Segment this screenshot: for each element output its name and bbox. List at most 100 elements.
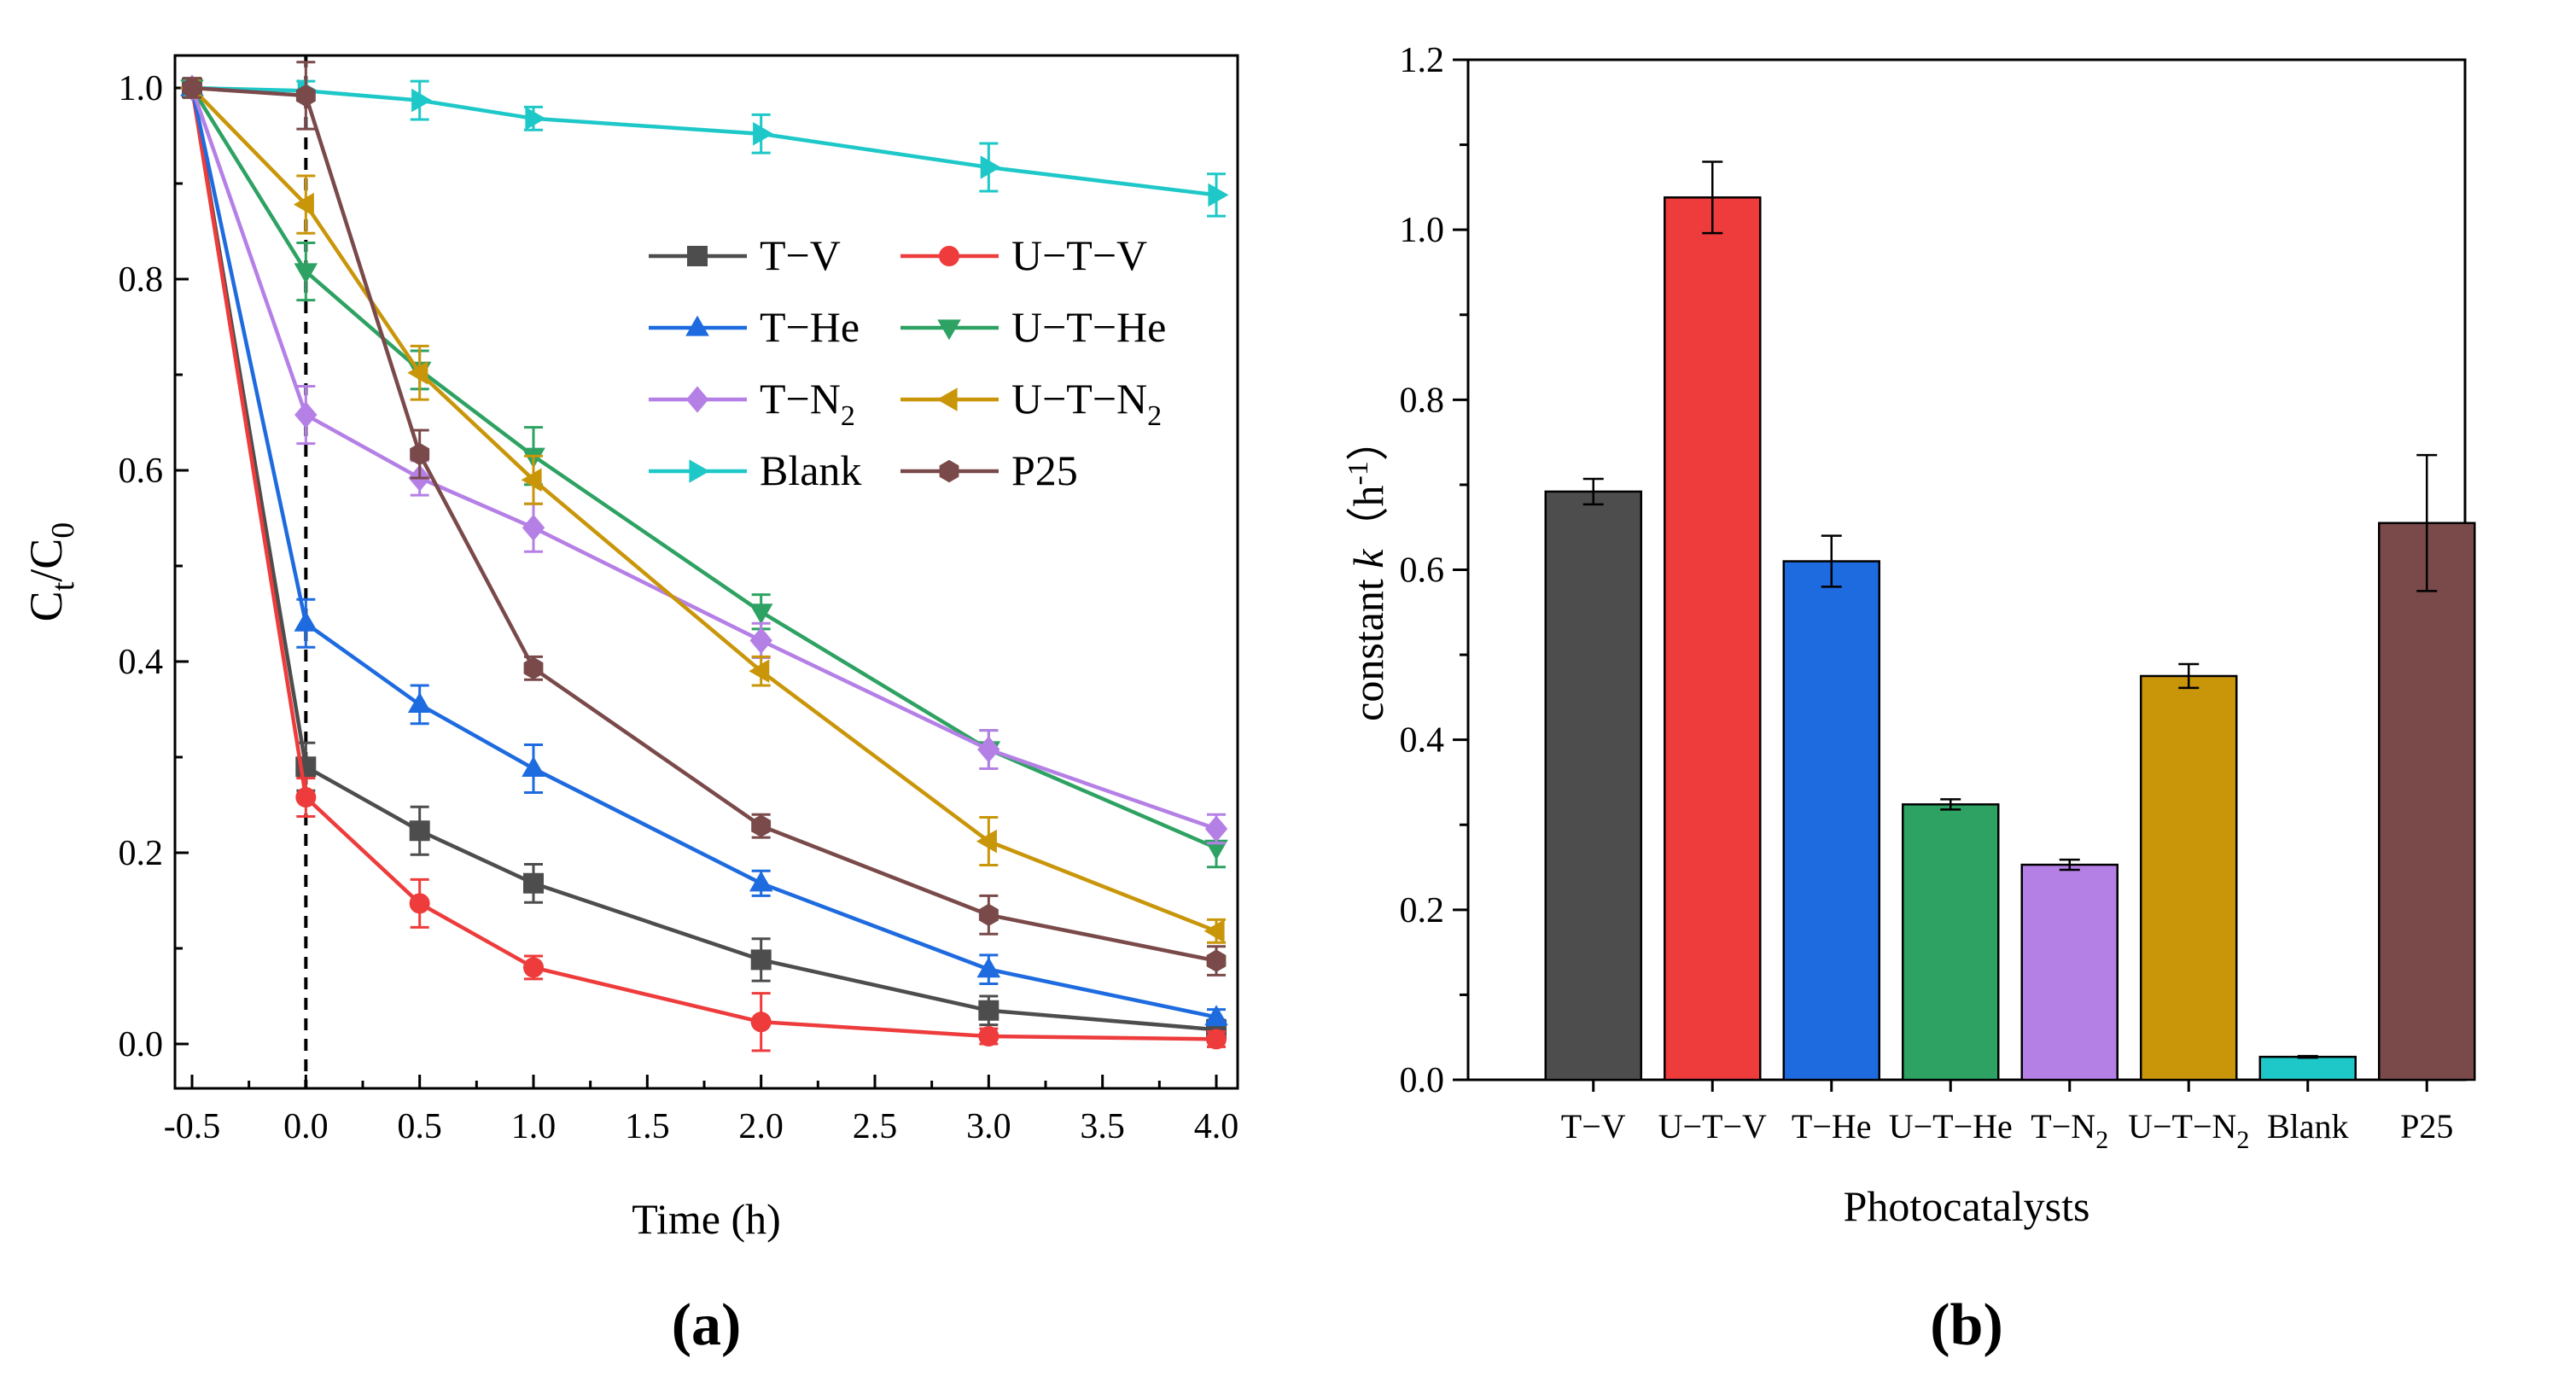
legend-marker [937,319,961,341]
x-tick-label: 2.5 [853,1107,898,1146]
data-point [1206,1029,1227,1050]
bar-group [1664,160,1762,1082]
data-point [411,88,433,113]
legend-item: U−T−V [900,231,1147,279]
legend-label: Blank [760,446,861,494]
bar [2378,522,2476,1082]
x-tick-label: 0.0 [283,1107,329,1146]
bar-group [1782,534,1880,1082]
legend-label-text: U−T−N [1011,375,1147,423]
data-point [977,736,1000,763]
line-chart-a: -0.5 0.0 0.5 1.0 1.5 2.0 2.5 3.0 3.5 4.0 0.0 0.2 0.4… [20,54,1239,1358]
x-tick-label: 1.0 [511,1107,557,1146]
data-point [976,957,1001,978]
y-axis-label-part: constant [1344,568,1392,721]
legend-label: P25 [1011,446,1078,494]
legend-item: P25 [900,446,1078,494]
data-point [293,192,314,217]
bar [2140,674,2238,1082]
y-tick-label: 0.8 [119,260,164,300]
x-category-label: U−T−N2 [2128,1107,2249,1154]
data-point [294,263,318,284]
data-point [749,627,772,654]
data-point [1204,815,1228,843]
y-tick-label: 0.4 [119,643,164,682]
series-line [191,85,1217,197]
data-point [522,514,545,541]
legend-item: T−N2 [649,375,855,432]
data-point [1204,839,1228,860]
bar-group [2258,1054,2357,1082]
x-category-label: U−T−He [1889,1107,2013,1146]
bar-group [2020,858,2118,1082]
data-point [978,1026,1000,1047]
x-category-label-text: U−T−He [1889,1107,2013,1146]
data-point [980,155,1001,179]
data-point [749,659,770,683]
x-tick-label: 4.0 [1194,1107,1239,1146]
data-point [1206,949,1227,972]
data-point [978,903,999,926]
series-line [190,86,1217,933]
x-category-label-text: U−T−N [2128,1107,2236,1146]
data-point [294,610,318,632]
x-category-label: T−He [1792,1107,1872,1146]
x-tick-label: 0.5 [397,1107,442,1146]
legend-label: U−T−N2 [1011,375,1162,432]
data-point [295,787,317,808]
x-axis-label: Photocatalysts [1844,1182,2090,1230]
bar [2258,1055,2357,1082]
data-point [751,814,772,837]
data-point [522,756,545,777]
y-tick-label: 0.2 [1400,891,1445,930]
y-axis-label-part: C [20,591,72,621]
x-category-label-text: T−N [2031,1107,2095,1146]
y-tick-label: 1.0 [1400,211,1445,250]
data-point [182,76,202,100]
bar-group [1902,798,2000,1082]
legend-item: T−V [649,231,841,279]
legend-item: Blank [649,446,861,494]
legend-marker [939,459,959,483]
data-point [410,442,430,466]
y-tick-label: 0.0 [1400,1061,1445,1100]
data-point [407,692,432,713]
y-axis-label-italic: k [1344,549,1392,568]
series-U−T−N [179,76,1226,944]
data-point [409,820,430,842]
x-category-label: T−V [1561,1107,1626,1146]
legend-label-text: Blank [760,446,861,494]
bar [1902,803,2000,1082]
legend-label: U−T−V [1011,231,1147,279]
y-tick-label: 0.8 [1400,381,1445,420]
data-point [295,84,316,108]
data-point [525,107,546,131]
series-Blank [183,76,1229,218]
legend-label: T−N2 [760,375,855,432]
data-point [523,957,544,978]
y-axis-label-part: ） [1344,418,1392,461]
data-point [409,893,430,914]
data-point [976,829,997,854]
data-point [521,468,542,492]
legend-label-text: T−V [760,231,841,279]
y-axis-label-superscript: -1 [1343,461,1374,485]
y-axis-label: Ct/C0 [20,522,81,622]
bar [1544,490,1642,1082]
x-category-label-text: U−T−V [1658,1107,1767,1146]
y-axis-label-subscript: 0 [45,522,81,539]
legend-item: U−T−He [900,303,1166,351]
legend: T−V U−T−V T−He U−T−He T−N2 U−T−N2 Blank P25 [649,231,1166,494]
data-point [407,361,428,385]
bar-group [2140,662,2238,1082]
y-tick-label: 1.2 [1400,41,1445,80]
bar [2020,863,2118,1082]
legend-label-text: T−N [760,375,841,423]
legend-item: U−T−N2 [900,375,1162,432]
x-tick-label: 2.0 [738,1107,784,1146]
legend-marker [685,315,709,336]
legend-label: T−He [760,303,860,351]
data-point [1208,183,1229,207]
plot-frame [173,54,1239,1090]
